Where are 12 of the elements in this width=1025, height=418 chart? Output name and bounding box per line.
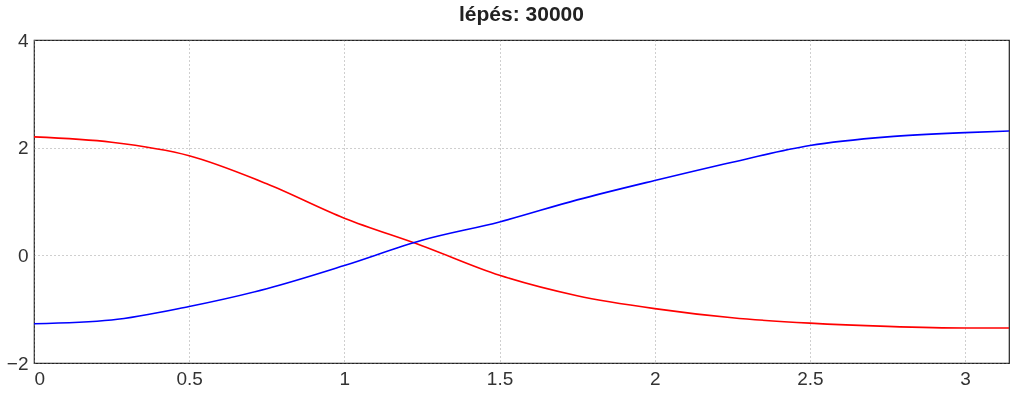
- x-tick-label: 0.5: [176, 367, 203, 389]
- x-tick-label: 2.5: [797, 367, 824, 389]
- y-tick-label: 0: [17, 244, 29, 266]
- x-tick-label: 2: [649, 367, 661, 389]
- x-tick-label: 3: [960, 367, 971, 389]
- x-tick-label: 1: [339, 367, 351, 389]
- x-tick-label: 0: [34, 367, 46, 389]
- y-tick-label: −2: [6, 352, 29, 374]
- x-tick-label: 1.5: [486, 367, 514, 389]
- chart-title: lépés: 30000: [459, 2, 584, 25]
- y-tick-label: 4: [17, 29, 29, 51]
- y-tick-label: 2: [17, 137, 29, 159]
